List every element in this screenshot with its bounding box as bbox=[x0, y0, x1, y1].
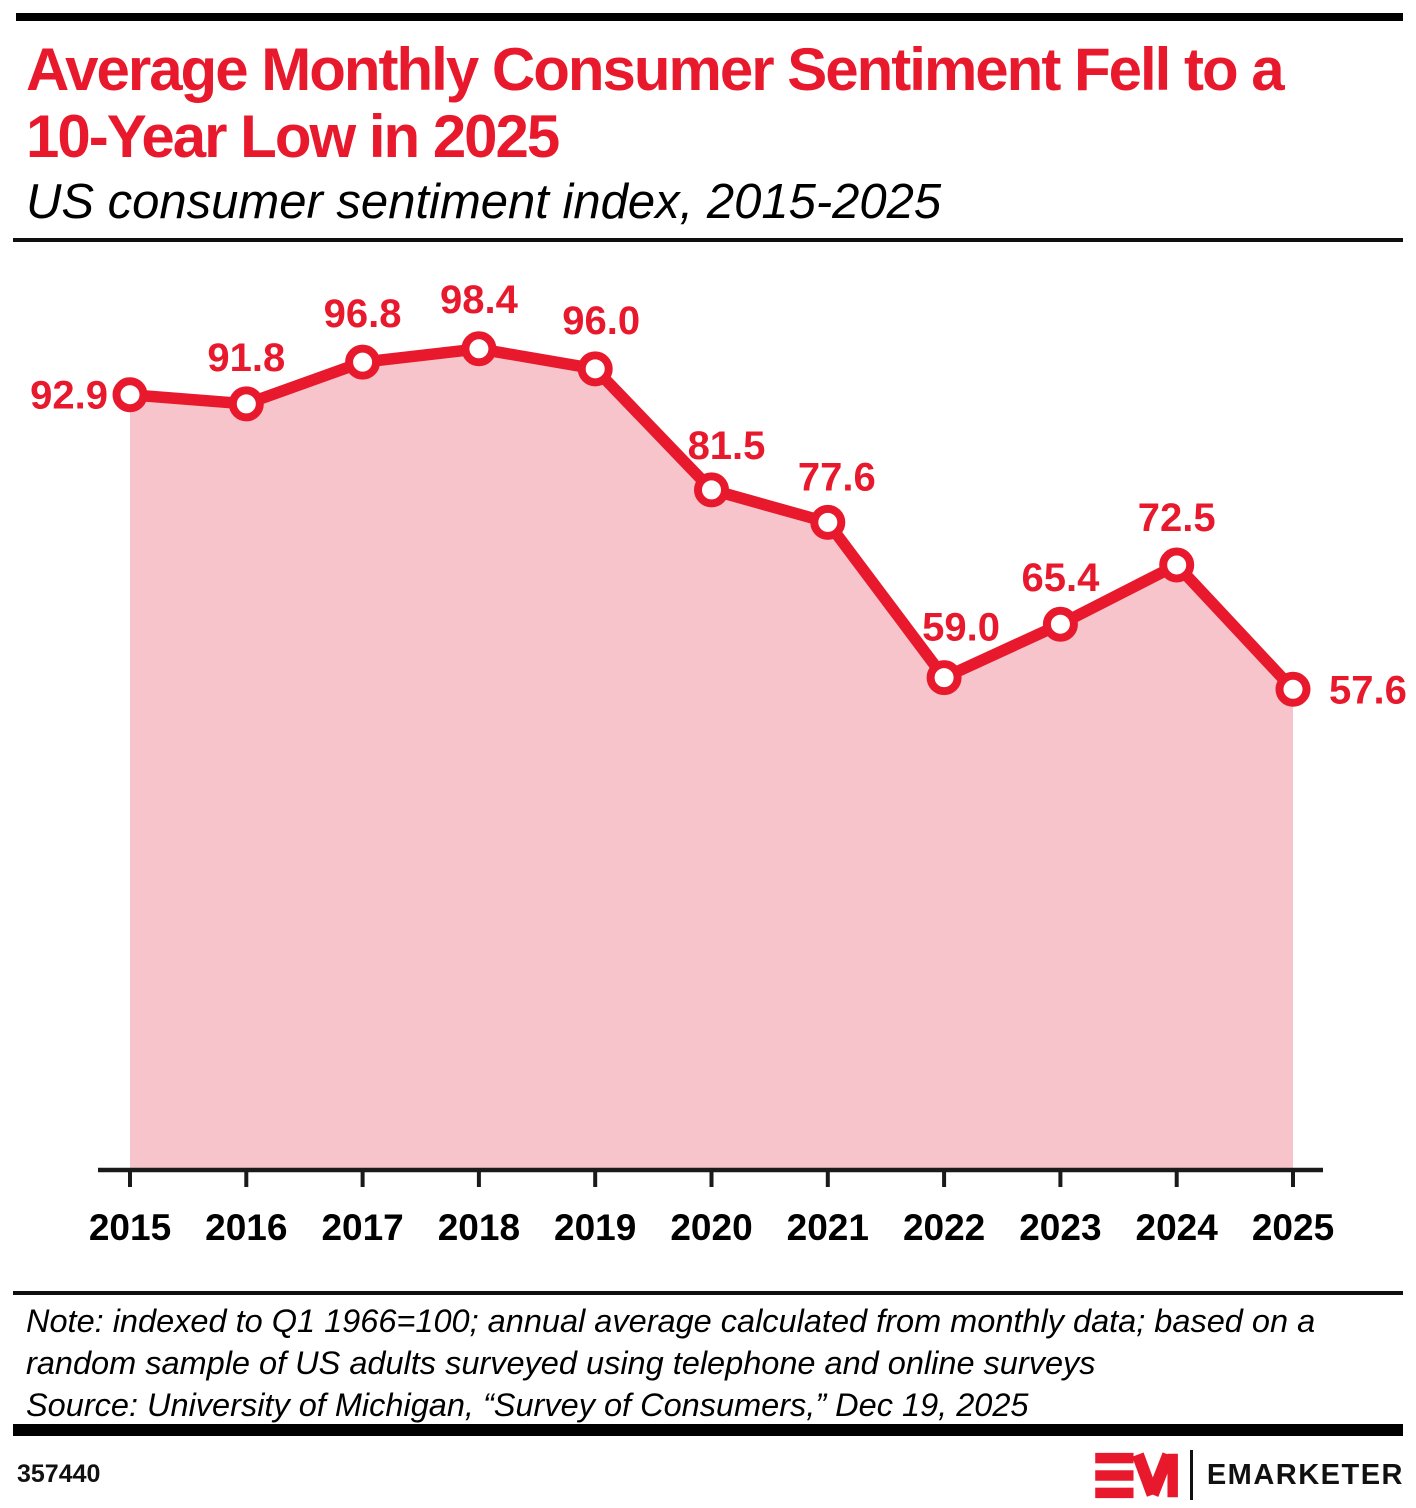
data-point-2017 bbox=[345, 344, 381, 380]
x-axis-label-2021: 2021 bbox=[787, 1207, 869, 1248]
data-label-2017: 96.8 bbox=[324, 292, 402, 336]
chart-title: Average Monthly Consumer Sentiment Fell … bbox=[26, 36, 1404, 170]
data-label-2021: 77.6 bbox=[798, 455, 876, 499]
x-axis-label-2020: 2020 bbox=[670, 1207, 752, 1248]
data-label-2015: 92.9 bbox=[30, 374, 108, 418]
x-axis-label-2018: 2018 bbox=[438, 1207, 520, 1248]
data-label-2020: 81.5 bbox=[688, 424, 766, 468]
area-fill bbox=[130, 348, 1293, 1169]
emarketer-logo: EMARKETER bbox=[1095, 1448, 1404, 1502]
x-axis-label-2019: 2019 bbox=[554, 1207, 636, 1248]
data-point-2022 bbox=[926, 660, 962, 696]
x-axis-label-2017: 2017 bbox=[321, 1207, 403, 1248]
x-axis-label-2025: 2025 bbox=[1252, 1207, 1334, 1248]
footnote-block: Note: indexed to Q1 1966=100; annual ave… bbox=[26, 1300, 1406, 1426]
data-point-2025 bbox=[1275, 671, 1311, 707]
data-point-2024 bbox=[1159, 547, 1195, 583]
header-divider bbox=[13, 238, 1403, 242]
bottom-divider-bar bbox=[13, 1424, 1403, 1436]
x-axis-label-2024: 2024 bbox=[1136, 1207, 1219, 1248]
x-axis-label-2015: 2015 bbox=[89, 1207, 171, 1248]
data-label-2019: 96.0 bbox=[562, 299, 640, 343]
data-point-2020 bbox=[694, 472, 729, 508]
x-axis-label-2016: 2016 bbox=[205, 1207, 287, 1248]
data-label-2018: 98.4 bbox=[440, 278, 519, 322]
data-label-2024: 72.5 bbox=[1138, 496, 1216, 540]
logo-divider bbox=[1189, 1450, 1193, 1500]
x-axis-label-2022: 2022 bbox=[903, 1207, 985, 1248]
emarketer-logo-mark-icon bbox=[1095, 1451, 1178, 1498]
chart-title-line2: 10-Year Low in 2025 bbox=[26, 103, 560, 170]
x-axis-label-2023: 2023 bbox=[1019, 1207, 1101, 1248]
data-point-2016 bbox=[228, 386, 264, 422]
sentiment-line-chart: 2015 2016 2017 2018 2019 2020 2021 2022 2023 2024… bbox=[30, 278, 1407, 1248]
data-label-2025: 57.6 bbox=[1329, 668, 1407, 712]
data-label-2016: 91.8 bbox=[207, 336, 285, 380]
data-label-2023: 65.4 bbox=[1021, 556, 1100, 600]
data-label-2022: 59.0 bbox=[922, 606, 1000, 650]
data-point-2019 bbox=[577, 351, 613, 387]
top-divider-bar bbox=[16, 13, 1403, 21]
note-text: Note: indexed to Q1 1966=100; annual ave… bbox=[26, 1303, 1316, 1381]
chart-id: 357440 bbox=[17, 1460, 101, 1488]
chart-subtitle: US consumer sentiment index, 2015-2025 bbox=[26, 175, 942, 229]
data-point-2021 bbox=[810, 504, 846, 540]
data-point-2018 bbox=[461, 331, 497, 367]
data-point-2023 bbox=[1042, 606, 1078, 642]
chart-title-line1: Average Monthly Consumer Sentiment Fell … bbox=[26, 36, 1285, 103]
data-point-2015 bbox=[112, 377, 148, 413]
brand-name: EMARKETER bbox=[1206, 1458, 1404, 1491]
source-text: Source: University of Michigan, “Survey … bbox=[26, 1387, 1029, 1423]
footnote-divider bbox=[13, 1291, 1403, 1295]
